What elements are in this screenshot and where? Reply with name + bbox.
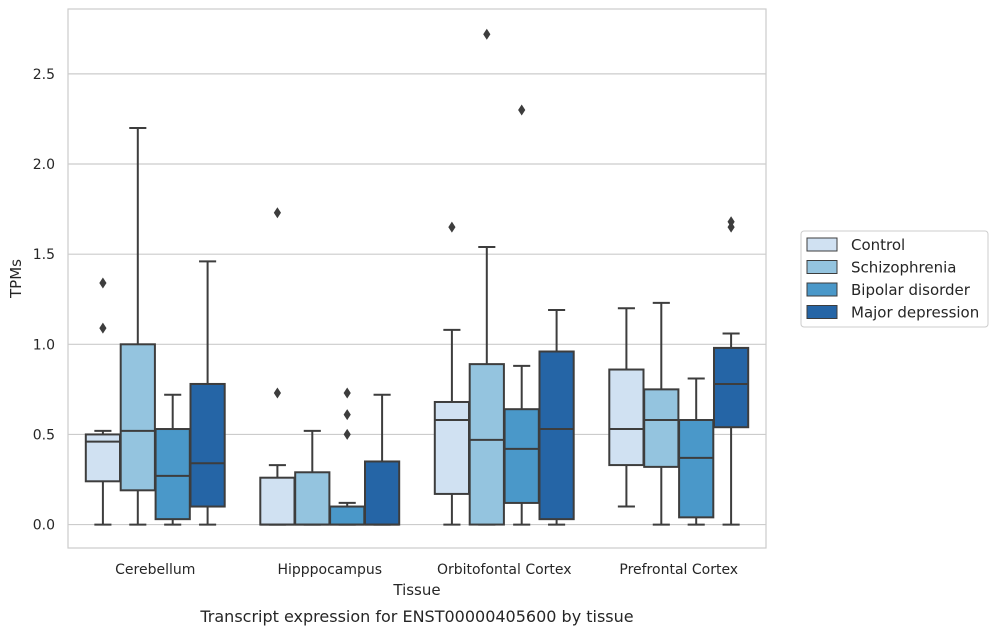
box-body xyxy=(643,388,680,468)
y-tick-labels: 0.0 0.5 1.0 1.5 2.0 2.5 xyxy=(33,67,55,534)
legend-label: Bipolar disorder xyxy=(851,281,971,299)
x-tick-label: Cerebellum xyxy=(115,562,195,578)
legend-swatch xyxy=(806,282,838,297)
outlier-point xyxy=(343,409,351,421)
y-tick-label: 0.5 xyxy=(33,427,55,443)
box-3-0 xyxy=(608,307,645,508)
chart-caption: Transcript expression for ENST0000040560… xyxy=(199,607,633,626)
box-body xyxy=(189,382,226,508)
box-body xyxy=(503,408,540,504)
legend-label: Schizophrenia xyxy=(851,259,956,277)
legend-label: Major depression xyxy=(851,304,979,322)
outlier-point xyxy=(99,277,107,289)
y-tick-label: 1.0 xyxy=(33,337,55,353)
outlier-point xyxy=(727,216,735,228)
legend-label: Control xyxy=(851,236,905,254)
y-tick-label: 1.5 xyxy=(33,247,55,263)
x-tick-labels: Cerebellum Hipppocampus Orbitofontal Corte… xyxy=(115,562,738,578)
outlier-point xyxy=(518,104,526,116)
legend: Control Schizophrenia Bipolar disorder Majo… xyxy=(800,230,989,328)
box-body xyxy=(154,428,191,521)
outlier-point xyxy=(343,387,351,399)
x-tick-label: Prefrontal Cortex xyxy=(619,562,738,578)
legend-swatch xyxy=(806,237,838,252)
y-tick-label: 2.0 xyxy=(33,157,55,173)
box-2-2 xyxy=(503,104,540,526)
box-1-0 xyxy=(259,207,296,526)
x-tick-label: Hipppocampus xyxy=(277,562,382,578)
box-0-1 xyxy=(119,126,156,526)
box-1-2 xyxy=(329,387,366,526)
outlier-point xyxy=(448,221,456,233)
box-2-1 xyxy=(468,28,505,526)
box-body xyxy=(259,476,296,526)
outlier-point xyxy=(273,207,281,219)
legend-frame xyxy=(800,230,989,328)
x-axis-label: Tissue xyxy=(392,581,440,599)
y-axis-label: TPMs xyxy=(7,259,25,299)
legend-swatch xyxy=(806,305,838,319)
outlier-point xyxy=(99,322,107,334)
y-tick-label: 0.0 xyxy=(33,518,55,534)
box-3-3 xyxy=(712,216,750,526)
box-3-1 xyxy=(643,301,680,526)
box-0-0 xyxy=(84,277,122,526)
outlier-point xyxy=(343,428,351,440)
box-0-2 xyxy=(154,393,191,526)
outlier-point xyxy=(483,28,491,40)
box-body xyxy=(468,363,505,526)
plot-boxes xyxy=(84,28,750,526)
box-0-3 xyxy=(189,260,226,526)
box-body xyxy=(712,346,750,429)
legend-swatch xyxy=(806,260,838,274)
box-body xyxy=(363,460,401,526)
box-body xyxy=(608,368,645,467)
plot-frame xyxy=(67,8,767,549)
box-2-3 xyxy=(538,309,575,526)
box-3-2 xyxy=(678,377,715,526)
x-tick-label: Orbitofontal Cortex xyxy=(437,562,572,578)
outlier-point xyxy=(273,387,281,399)
box-body xyxy=(538,350,575,521)
box-body xyxy=(329,505,366,526)
box-body xyxy=(678,419,715,519)
box-body xyxy=(433,400,471,495)
box-body xyxy=(294,471,331,526)
y-tick-label: 2.5 xyxy=(33,67,55,83)
box-2-0 xyxy=(433,221,471,526)
box-1-3 xyxy=(363,393,401,526)
box-1-1 xyxy=(294,429,331,526)
box-body xyxy=(119,343,156,492)
